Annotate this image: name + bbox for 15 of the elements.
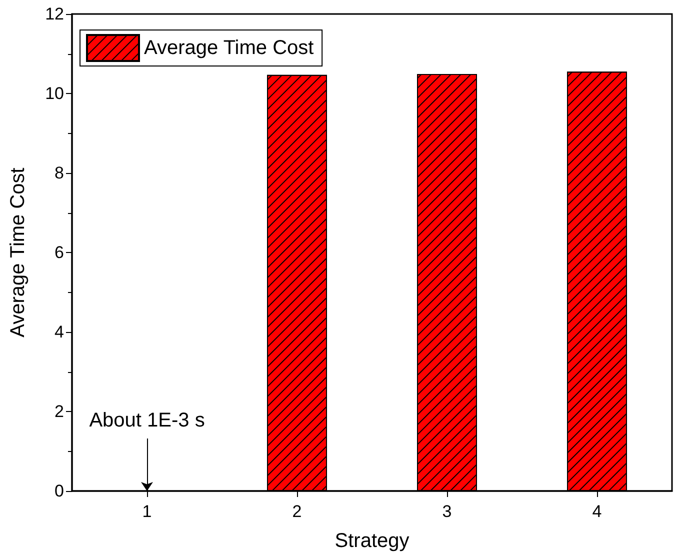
legend-label: Average Time Cost	[144, 37, 314, 59]
x-tick-label: 3	[442, 502, 452, 521]
x-axis-title: Strategy	[334, 530, 410, 552]
y-tick-label: 2	[54, 402, 64, 421]
x-tick-label: 4	[592, 502, 602, 521]
y-tick-label: 0	[54, 482, 64, 500]
y-tick-label: 8	[54, 164, 64, 182]
y-tick-label: 10	[45, 84, 64, 103]
y-tick-label: 12	[45, 4, 64, 24]
x-tick-label: 1	[142, 502, 152, 521]
y-tick-label: 6	[54, 243, 64, 262]
x-tick-label: 2	[292, 502, 302, 521]
annotation: About 1E-3 s	[89, 409, 205, 432]
y-tick-label: 4	[54, 322, 64, 342]
y-axis-title: Average Time Cost	[7, 167, 29, 338]
